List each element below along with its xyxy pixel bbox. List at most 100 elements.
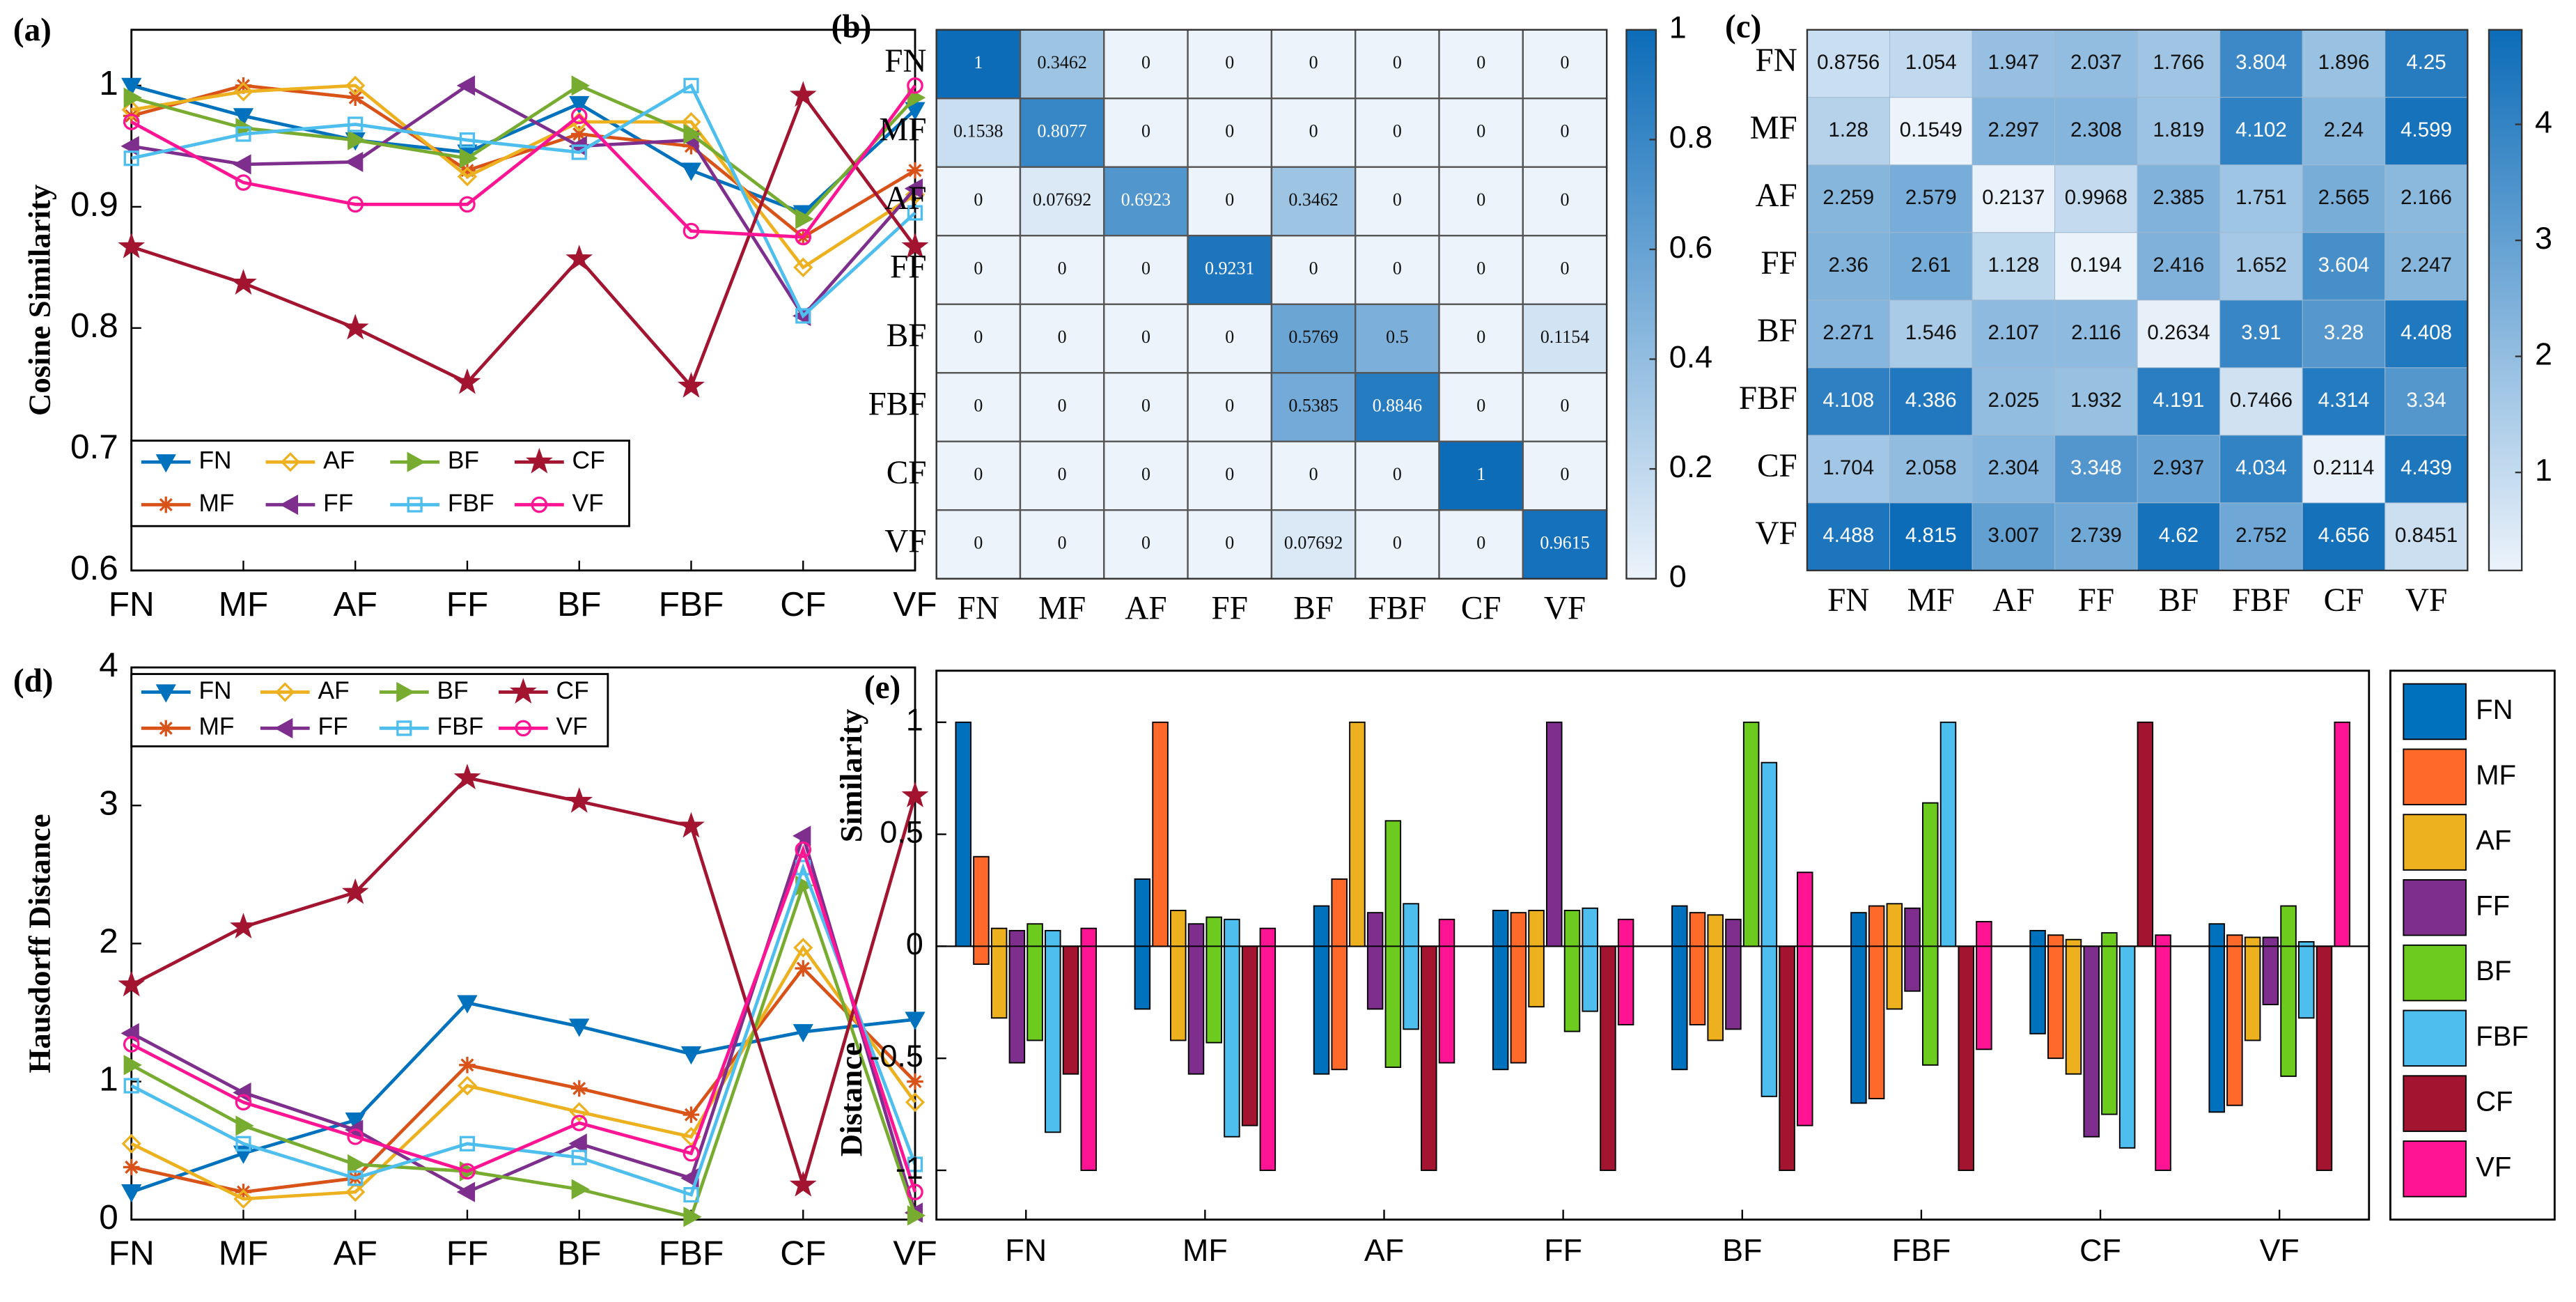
similarity-bar	[1976, 921, 1992, 947]
heatmap-cell	[1187, 509, 1273, 580]
legend-label: VF	[2476, 1152, 2511, 1182]
marker	[457, 1076, 478, 1096]
marker	[456, 75, 476, 96]
cell-value: 0.1549	[1900, 118, 1962, 141]
marker	[683, 1186, 699, 1203]
series-line	[130, 830, 917, 1214]
heatmap-cell	[2137, 232, 2221, 301]
cell-value: 2.937	[2153, 456, 2205, 479]
marker	[345, 75, 366, 95]
marker	[678, 812, 705, 838]
series-line	[131, 84, 916, 319]
x-tick-label: CF	[780, 1234, 826, 1273]
cell-value: 2.308	[2070, 118, 2122, 141]
heatmap-cell	[1889, 232, 1973, 301]
heatmap-cell	[1355, 509, 1440, 580]
legend-swatch	[2403, 944, 2467, 1002]
marker	[123, 150, 139, 166]
heatmap-cell	[2054, 502, 2138, 571]
similarity-bar	[2047, 934, 2064, 947]
cell-value: 0	[1476, 327, 1485, 347]
cell-value: 2.36	[1829, 254, 1868, 277]
marker	[905, 1012, 926, 1030]
x-tick-label: VF	[2405, 582, 2447, 619]
similarity-bar	[1761, 761, 1778, 947]
distance-bar	[1366, 945, 1384, 1010]
heatmap-cell	[1806, 367, 1890, 436]
x-tick-label: FN	[109, 1234, 155, 1273]
cell-value: 2.297	[1988, 118, 2039, 141]
heatmap-cell	[2219, 164, 2303, 233]
cell-value: 1.932	[2070, 389, 2122, 412]
similarity-bar	[1939, 721, 1957, 947]
similarity-bar	[1313, 905, 1330, 947]
heatmap-cell	[1187, 440, 1273, 511]
cell-value: 4.439	[2401, 456, 2452, 479]
heatmap-cell	[1438, 509, 1524, 580]
distance-bar	[2047, 945, 2064, 1060]
similarity-bar	[2280, 905, 2297, 947]
heatmap-cell	[2302, 232, 2386, 301]
similarity-bar	[1671, 905, 1688, 947]
marker	[901, 782, 929, 807]
cell-value: 0.8846	[1373, 395, 1422, 415]
legend-label: AF	[323, 447, 354, 474]
legend-label: CF	[2476, 1087, 2513, 1117]
heatmap-cell	[1806, 29, 1890, 98]
legend-box	[130, 440, 630, 527]
x-tick-label: FN	[109, 585, 155, 623]
cell-value: 0	[1561, 395, 1570, 415]
marker	[907, 1156, 923, 1172]
x-tick-label: BF	[1293, 591, 1334, 627]
distance-bar	[1403, 945, 1419, 1030]
y-tick-label: VF	[884, 523, 926, 559]
legend-label: MF	[198, 713, 234, 741]
cell-value: 0.8756	[1817, 51, 1880, 74]
marker	[795, 208, 814, 229]
similarity-bar	[2262, 936, 2279, 947]
similarity-bar	[1904, 907, 1921, 947]
cell-value: 0	[1141, 532, 1150, 552]
cell-value: 0	[1141, 464, 1150, 484]
heatmap-cell	[1522, 440, 1608, 511]
distance-bar	[1170, 945, 1187, 1041]
distance-bar	[1241, 945, 1258, 1126]
legend-marker	[515, 720, 532, 737]
cell-value: 1	[974, 52, 983, 72]
similarity-bar	[1742, 721, 1760, 947]
heatmap-cell	[2054, 29, 2138, 98]
distance-bar	[1205, 945, 1222, 1044]
cell-value: 0	[1309, 464, 1318, 484]
legend-label: FN	[198, 677, 231, 704]
distance-bar	[1027, 945, 1043, 1041]
heatmap-cell	[2384, 435, 2468, 504]
cell-value: 0	[1225, 395, 1234, 415]
heatmap-cell	[935, 235, 1022, 305]
heatmap-cell	[1187, 235, 1273, 305]
x-tick-label: CF	[780, 585, 826, 623]
similarity-bar	[1689, 912, 1706, 947]
cell-value: 0	[1058, 464, 1067, 484]
colorbar-tick-label: 0.2	[1669, 449, 1712, 484]
heatmap-cell	[935, 29, 1022, 100]
similarity-bar	[1868, 905, 1885, 947]
heatmap-cell	[1889, 502, 1973, 571]
marker	[682, 1106, 700, 1123]
distance-bar	[1904, 945, 1921, 992]
distance-bar	[1707, 945, 1724, 1041]
cell-value: 0.3462	[1288, 189, 1338, 210]
distance-bar	[1134, 945, 1151, 1010]
marker	[345, 1112, 366, 1131]
heatmap-cell	[1522, 509, 1608, 580]
cell-value: 4.408	[2401, 321, 2452, 344]
y-axis-label-upper: Similarity	[834, 709, 868, 843]
legend: FN MF AF FF BF FBF CF VF	[130, 440, 630, 527]
legend-marker	[407, 451, 426, 472]
legend-label: FBF	[448, 490, 494, 517]
cell-value: 0.5	[1386, 327, 1408, 347]
marker	[569, 1018, 590, 1037]
heatmap-cell	[2384, 232, 2468, 301]
heatmap-cell	[935, 509, 1022, 580]
heatmap-cell	[2137, 300, 2221, 369]
